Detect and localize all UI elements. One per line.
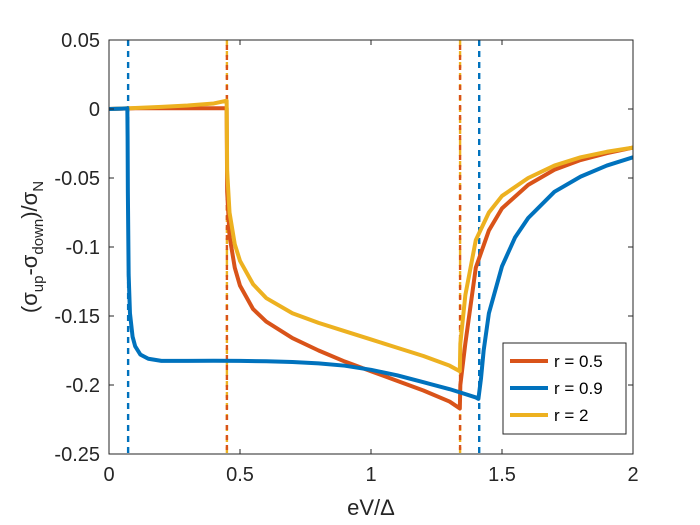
y-label-sub-n: N (30, 181, 47, 192)
x-tick-label: 0.5 (226, 464, 254, 486)
y-tick-label: 0 (89, 99, 100, 121)
y-tick-label: -0.2 (66, 375, 100, 397)
y-tick-label: -0.25 (54, 444, 100, 466)
x-tick-label: 1.5 (488, 464, 516, 486)
legend-label: r = 0.5 (554, 352, 603, 371)
y-label-sigma-n: σ (17, 191, 42, 205)
x-tick-label: 2 (627, 464, 638, 486)
y-tick-label: -0.1 (66, 237, 100, 259)
y-label-close: )/ (17, 204, 42, 218)
axis-ticks: 0 0.5 1 1.5 2 0.05 0 -0.05 -0.1 -0.15 -0.2 -0.25 (54, 30, 638, 486)
y-tick-label: -0.05 (54, 168, 100, 190)
series-lines (109, 98, 633, 411)
y-axis-label: (σup-σdown)/σN (17, 181, 47, 313)
x-tick-label: 1 (365, 464, 376, 486)
y-label-sigma-down: σ (17, 254, 42, 268)
series-line-r-0-9 (109, 106, 633, 401)
y-label-sub-down: down (30, 219, 47, 255)
y-label-open: ( (17, 305, 42, 313)
x-axis-label: eV/Δ (347, 495, 395, 520)
y-label-sigma-up: σ (17, 292, 42, 306)
legend-label: r = 2 (554, 406, 589, 425)
x-tick-label: 0 (103, 464, 114, 486)
y-tick-label: -0.15 (54, 306, 100, 328)
legend-label: r = 0.9 (554, 379, 603, 398)
y-tick-label: 0.05 (61, 30, 100, 52)
legend: r = 0.5 r = 0.9 r = 2 (502, 342, 627, 435)
y-label-sub-up: up (30, 276, 47, 293)
y-label-minus: - (17, 268, 42, 275)
series-line-r-2 (109, 98, 633, 374)
